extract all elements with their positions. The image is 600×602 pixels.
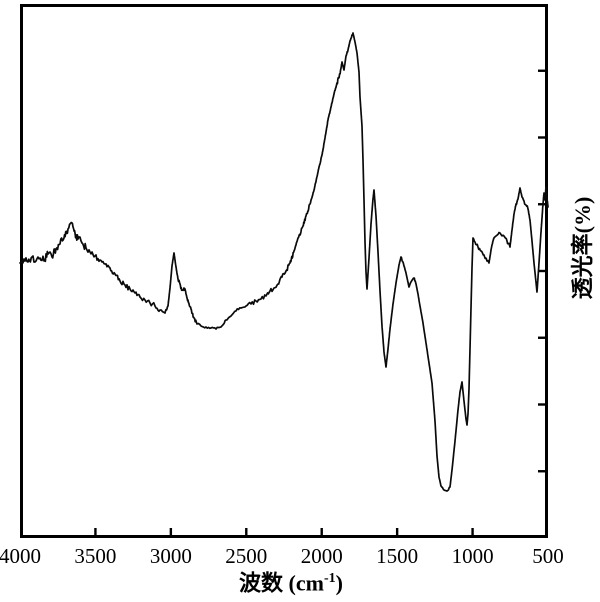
x-tick-label: 1000 [451, 544, 494, 568]
x-tick-label: 3000 [149, 544, 192, 568]
x-axis-title: 波数 (cm-1) [239, 566, 343, 596]
x-tick-label: 1500 [376, 544, 419, 568]
spectrum-line [19, 32, 549, 492]
y-axis-ticks [538, 69, 546, 473]
x-axis-ticks [94, 528, 474, 536]
x-tick-label: 2500 [225, 544, 268, 568]
x-tick-label: 500 [532, 544, 564, 568]
x-axis-title-text: 波数 (cm [239, 570, 324, 596]
x-tick-label: 3500 [74, 544, 117, 568]
x-axis-title-close-paren: ) [335, 570, 343, 596]
x-axis-title-superscript: -1 [323, 571, 336, 586]
x-tick-label: 4000 [0, 544, 41, 568]
x-tick-label: 2000 [300, 544, 343, 568]
plot-frame [20, 4, 548, 538]
y-axis-title: 透光率(%) [570, 196, 595, 300]
